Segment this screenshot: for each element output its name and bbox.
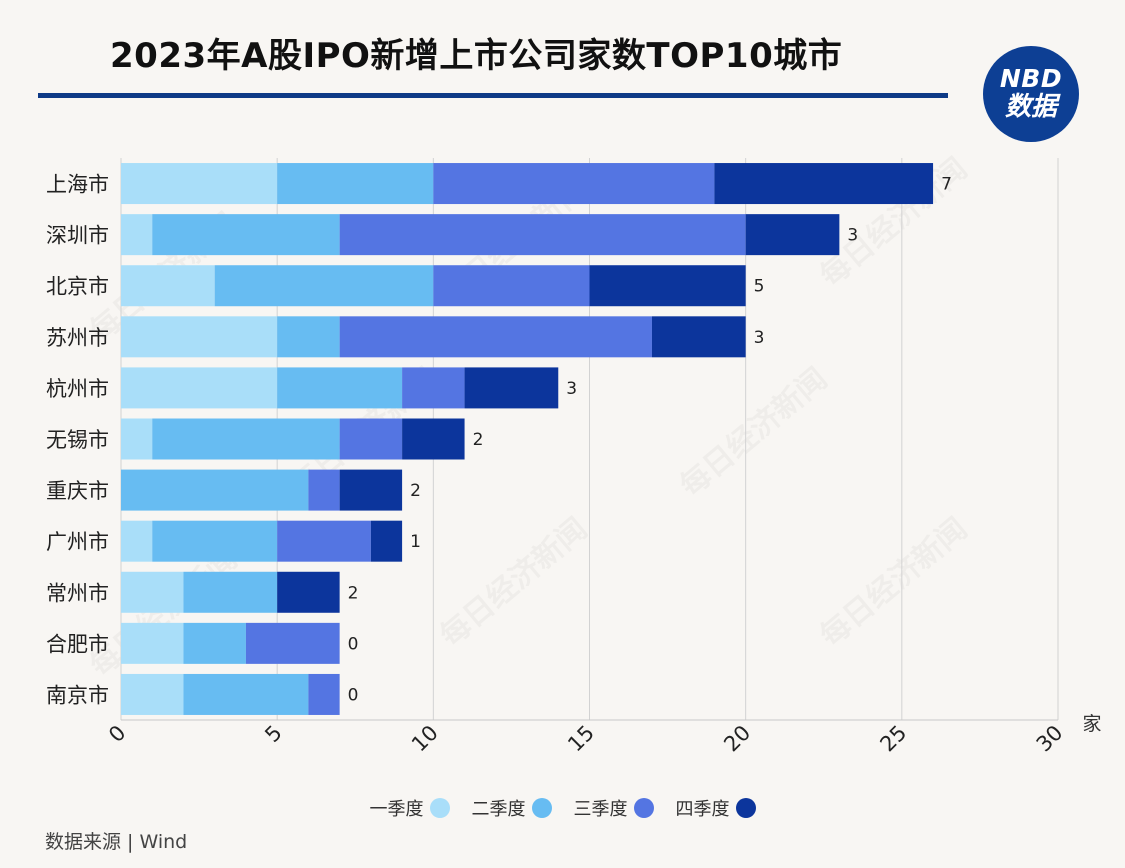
bar-end-label: 0 [348, 634, 359, 654]
bar-end-label: 2 [348, 583, 359, 603]
bar-end-label: 1 [410, 532, 421, 552]
bar-segment [433, 163, 715, 205]
category-label: 常州市 [46, 581, 109, 605]
legend-swatch [633, 798, 654, 818]
x-tick-label: 30 [1032, 721, 1068, 757]
bar-segment [308, 673, 340, 715]
legend-swatch [735, 798, 756, 818]
bar-segment [308, 469, 340, 511]
nbd-logo: NBD 数据 [983, 46, 1079, 142]
logo-text-nbd: NBD [999, 64, 1063, 93]
category-label: 重庆市 [46, 479, 109, 503]
bar-segment [433, 265, 590, 307]
bar-end-label: 2 [410, 481, 421, 501]
watermark-text: 每日经济新闻 [434, 511, 594, 654]
bar-segment [277, 520, 371, 562]
x-tick-label: 20 [719, 721, 755, 757]
bar-segment [121, 520, 153, 562]
legend-label: 一季度 [369, 799, 424, 820]
category-label: 苏州市 [46, 326, 109, 350]
bar-segment [245, 622, 340, 664]
bar-segment [651, 316, 746, 358]
bar-segment [339, 316, 652, 358]
legend-swatch [429, 798, 450, 818]
bar-segment [121, 316, 278, 358]
bar-segment [402, 367, 465, 409]
legend-item: 一季度 [370, 795, 450, 821]
bar-segment [464, 367, 559, 409]
bar-segment [121, 214, 153, 256]
bar-segment [152, 418, 340, 460]
bar-segment [214, 265, 434, 307]
bar-end-label: 7 [941, 175, 952, 195]
bar-end-label: 2 [473, 430, 484, 450]
legend-label: 三季度 [573, 799, 628, 820]
category-label: 无锡市 [46, 428, 109, 452]
bar-segment [402, 418, 465, 460]
bar-segment [339, 418, 403, 460]
logo-text-data: 数据 [1004, 92, 1057, 122]
category-label: 上海市 [46, 173, 109, 197]
bar-segment [121, 571, 184, 613]
category-label: 北京市 [46, 275, 109, 299]
x-unit-label: 家 [1082, 713, 1101, 735]
bar-segment [121, 367, 278, 409]
x-tick-label: 10 [407, 721, 443, 757]
bar-segment [121, 622, 184, 664]
legend-item: 二季度 [472, 795, 552, 821]
category-label: 深圳市 [46, 224, 109, 248]
bar-end-label: 5 [754, 277, 765, 297]
bar-segment [152, 214, 340, 256]
bar-segment [121, 673, 184, 715]
category-label: 合肥市 [46, 632, 109, 656]
bar-end-label: 3 [847, 226, 858, 246]
legend-item: 四季度 [676, 795, 756, 821]
bar-segment [370, 520, 403, 562]
x-tick-label: 0 [104, 721, 130, 747]
legend-label: 二季度 [471, 799, 526, 820]
bar-segment [714, 163, 934, 205]
category-label: 南京市 [46, 683, 109, 707]
bar-segment [152, 520, 278, 562]
legend-label: 四季度 [675, 799, 730, 820]
bar-segment [277, 367, 403, 409]
bar-end-label: 3 [754, 328, 765, 348]
bar-segment [339, 469, 403, 511]
bar-segment [745, 214, 840, 256]
chart-legend: 一季度 二季度 三季度 四季度 [0, 795, 1125, 821]
bar-segment [121, 469, 309, 511]
bar-segment [121, 418, 153, 460]
data-source: 数据来源 | Wind [45, 831, 188, 853]
category-label: 广州市 [46, 530, 109, 554]
bar-segment [121, 265, 215, 307]
bar-end-label: 0 [348, 685, 359, 705]
bar-segment [277, 316, 340, 358]
watermark-text: 每日经济新闻 [674, 361, 834, 504]
watermark-text: 每日经济新闻 [814, 511, 974, 654]
bar-segment [121, 163, 278, 205]
bar-end-label: 3 [566, 379, 577, 399]
category-label: 杭州市 [46, 377, 109, 401]
bar-segment [339, 214, 746, 256]
x-tick-label: 15 [563, 721, 599, 757]
bar-segment [183, 571, 278, 613]
bar-segment [277, 571, 340, 613]
legend-swatch [531, 798, 552, 818]
bar-segment [277, 163, 434, 205]
bar-segment [183, 622, 246, 664]
chart-title: 2023年A股IPO新增上市公司家数TOP10城市 [110, 36, 843, 76]
bar-segment [589, 265, 746, 307]
x-tick-label: 25 [875, 721, 911, 757]
title-underline [38, 93, 948, 98]
legend-item: 三季度 [574, 795, 654, 821]
bar-segment [183, 673, 309, 715]
x-tick-label: 5 [260, 721, 286, 747]
